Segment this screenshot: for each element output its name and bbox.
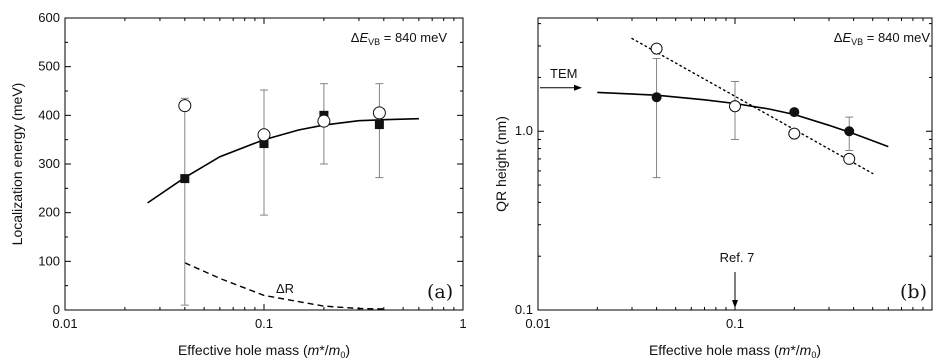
- curves-b: [597, 37, 889, 175]
- markers-b: [650, 42, 856, 165]
- markers-a: [178, 99, 386, 184]
- fit-curve-a: [147, 117, 419, 204]
- y-tick-label-a: 300: [38, 156, 60, 171]
- filled-circle-marker-b: [651, 92, 662, 103]
- tem-arrow-head: [574, 84, 582, 91]
- tick-marks-a: [64, 17, 464, 311]
- filled-square-marker: [374, 120, 384, 130]
- x-tick-label-a: 1: [459, 316, 466, 331]
- open-circle-marker-a: [372, 106, 386, 120]
- x-axis-label-b: Effective hole mass (m*/m0): [649, 342, 821, 360]
- error-bars-b: [652, 58, 854, 179]
- ref-arrow: [732, 272, 738, 308]
- panel-b: 0.01 0.10.11.0 ΔEVB = 840 meV TEM Ref. 7 …: [493, 17, 933, 360]
- delta-r-dashed-curve: [184, 262, 384, 310]
- panel-a: 0.01 0.1 1 0 100 200 300 400 500 600 ΔEVB = 840 m…: [9, 10, 467, 360]
- tick-labels-b: 0.01 0.10.11.0: [515, 123, 744, 331]
- y-axis-label-b: QR height (nm): [493, 116, 509, 212]
- x-tick-label-a: 0.01: [52, 316, 77, 331]
- y-tick-label-a: 600: [38, 10, 60, 25]
- y-tick-label-b: 0.1: [515, 302, 533, 317]
- y-axis-label-a: Localization energy (meV): [9, 83, 25, 246]
- y-tick-label-a: 400: [38, 107, 60, 122]
- open-circle-marker-b: [729, 100, 741, 113]
- filled-circle-marker-b: [789, 107, 800, 118]
- y-tick-label-a: 0: [53, 302, 60, 317]
- y-tick-label-a: 500: [38, 59, 60, 74]
- y-tick-label-b: 1.0: [515, 123, 533, 138]
- tem-label: TEM: [550, 66, 577, 81]
- curves-a: [147, 117, 419, 310]
- annotation-delta-e-a: ΔEVB = 840 meV: [351, 30, 448, 47]
- open-circle-marker-a: [178, 99, 192, 113]
- x-axis-label-a: Effective hole mass (m*/m0): [178, 342, 350, 360]
- open-circle-marker-b: [650, 42, 663, 55]
- dotted-trend-line: [631, 37, 874, 175]
- filled-square-marker: [259, 139, 269, 149]
- tick-labels-a: 0.01 0.1 1 0 100 200 300 400 500 600: [38, 10, 466, 331]
- x-tick-label-b: 0.1: [726, 316, 744, 331]
- filled-circle-marker-b: [844, 126, 855, 137]
- open-circle-marker-b: [788, 127, 801, 140]
- y-tick-label-a: 200: [38, 205, 60, 220]
- error-bars-a: [180, 83, 384, 306]
- tem-arrow: [540, 84, 582, 91]
- y-tick-label-a: 100: [38, 253, 60, 268]
- ref-arrow-head: [732, 300, 738, 308]
- ref-label: Ref. 7: [720, 250, 755, 265]
- plot-frame-b: [537, 17, 933, 311]
- x-tick-label-b: 0.01: [525, 316, 550, 331]
- x-tick-label-a: 0.1: [255, 316, 273, 331]
- dashed-curve-label: ΔR: [276, 281, 294, 296]
- filled-square-marker: [180, 174, 190, 184]
- open-circle-marker-a: [257, 128, 271, 142]
- panel-label-b: (b): [900, 281, 927, 303]
- open-circle-marker-b: [843, 152, 856, 165]
- open-circle-marker-a: [317, 114, 331, 128]
- panel-label-a: (a): [427, 281, 453, 303]
- tick-marks-b: [537, 18, 932, 311]
- annotation-delta-e-b: ΔEVB = 840 meV: [834, 30, 931, 47]
